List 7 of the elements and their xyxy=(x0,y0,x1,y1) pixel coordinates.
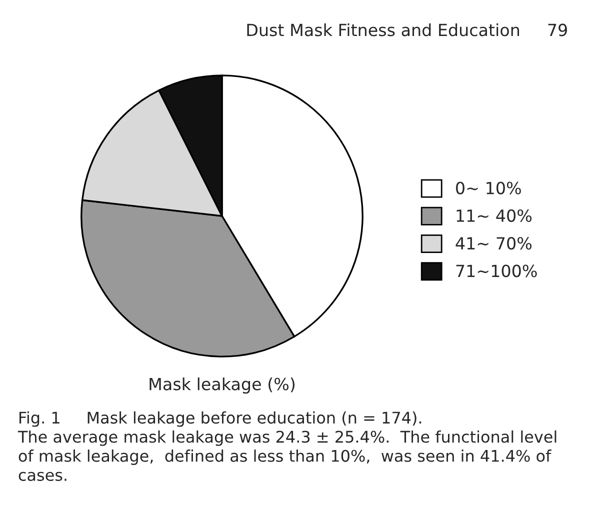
legend-label: 41∼ 70% xyxy=(456,236,532,250)
legend-label: 11∼ 40% xyxy=(456,209,532,222)
text: Mask leakage (%) xyxy=(150,377,294,394)
caption: Fig. 1 Mask leakage before education (n = 174). The average mask leakage was 24.3 ± 25.4%. The functional level of mask leakage, defined as less than 10%, was seen in 41.4% of cases. xyxy=(18,411,556,481)
text: Dust Mask Fitness and Education 79 xyxy=(247,23,567,36)
legend-label: 71∼100% xyxy=(456,264,537,278)
legend-label: 0∼ 10% xyxy=(456,182,521,194)
